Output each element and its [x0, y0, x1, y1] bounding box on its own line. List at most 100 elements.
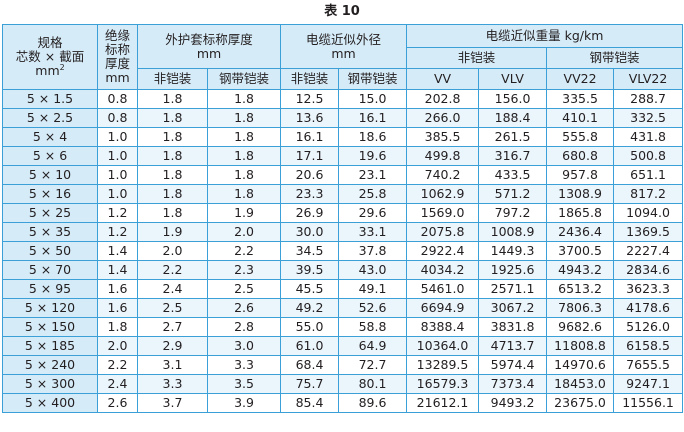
insulation-cell: 1.8 — [97, 317, 138, 337]
cable-spec-table: 规格 芯数 × 截面 mm2 绝缘 标称 厚度 mm 外护套标称厚度 mm 电缆… — [2, 24, 684, 413]
diameter-steel-tape-cell: 15.0 — [338, 89, 408, 109]
weight-vv22-cell: 2436.4 — [546, 222, 615, 242]
table-row: 5 × 4 1.0 1.8 1.8 16.1 18.6 385.5 261.5 555.8 431… — [2, 127, 684, 147]
table-row: 5 × 70 1.4 2.2 2.3 39.5 43.0 4034.2 1925.6 4943.… — [2, 260, 684, 280]
insulation-cell: 1.6 — [97, 279, 138, 299]
weight-vv-cell: 740.2 — [406, 165, 480, 185]
spec-cell: 5 × 95 — [2, 279, 98, 299]
diameter-non-armored-cell: 49.2 — [280, 298, 340, 318]
spec-header-line1: 规格 — [37, 35, 63, 50]
outer-diameter-header: 电缆近似外径 mm — [280, 24, 408, 69]
insulation-cell: 1.0 — [97, 165, 138, 185]
sheath-non-armored-cell: 1.8 — [137, 127, 208, 147]
sheath-steel-tape-cell: 1.8 — [206, 146, 282, 166]
weight-vlv-cell: 3067.2 — [478, 298, 548, 318]
sheath-non-armored-cell: 2.5 — [137, 298, 208, 318]
weight-vv22-cell: 555.8 — [546, 127, 615, 147]
weight-vlv-cell: 1925.6 — [478, 260, 548, 280]
diameter-steel-tape-cell: 64.9 — [338, 336, 408, 356]
diameter-non-armored-cell: 30.0 — [280, 222, 340, 242]
sheath-non-armored-cell: 3.7 — [137, 393, 208, 413]
weight-vlv22-cell: 4178.6 — [613, 298, 684, 318]
table-body: 5 × 1.5 0.8 1.8 1.8 12.5 15.0 202.8 156.0 335.5 2… — [2, 89, 684, 413]
diameter-steel-tape-cell: 29.6 — [338, 203, 408, 223]
sheath-steel-tape-cell: 2.0 — [206, 222, 282, 242]
insulation-cell: 2.4 — [97, 374, 138, 394]
sheath-steel-tape-cell: 1.8 — [206, 184, 282, 204]
table-row: 5 × 400 2.6 3.7 3.9 85.4 89.6 21612.1 9493.2 236… — [2, 393, 684, 413]
diameter-non-armored-cell: 68.4 — [280, 355, 340, 375]
sheath-steel-tape-header: 钢带铠装 — [206, 68, 282, 90]
diameter-non-armored-cell: 85.4 — [280, 393, 340, 413]
weight-vv22-cell: 4943.2 — [546, 260, 615, 280]
sheath-non-armored-cell: 1.8 — [137, 165, 208, 185]
weight-vv22-cell: 3700.5 — [546, 241, 615, 261]
weight-vlv22-cell: 9247.1 — [613, 374, 684, 394]
table-row: 5 × 25 1.2 1.8 1.9 26.9 29.6 1569.0 797.2 1865.8… — [2, 203, 684, 223]
diameter-non-armored-cell: 26.9 — [280, 203, 340, 223]
sheath-non-armored-cell: 3.1 — [137, 355, 208, 375]
weight-vv-cell: 1569.0 — [406, 203, 480, 223]
insulation-cell: 2.0 — [97, 336, 138, 356]
sheath-non-armored-cell: 3.3 — [137, 374, 208, 394]
table-row: 5 × 10 1.0 1.8 1.8 20.6 23.1 740.2 433.5 957.8 65… — [2, 165, 684, 185]
table-header: 规格 芯数 × 截面 mm2 绝缘 标称 厚度 mm 外护套标称厚度 mm 电缆… — [2, 24, 684, 90]
diameter-non-armored-cell: 13.6 — [280, 108, 340, 128]
spec-cell: 5 × 6 — [2, 146, 98, 166]
diameter-non-armored-cell: 17.1 — [280, 146, 340, 166]
sheath-steel-tape-cell: 1.8 — [206, 127, 282, 147]
sheath-non-armored-cell: 2.2 — [137, 260, 208, 280]
weight-vlv22-cell: 500.8 — [613, 146, 684, 166]
weight-vlv22-cell: 1094.0 — [613, 203, 684, 223]
insulation-cell: 1.2 — [97, 203, 138, 223]
table-caption: 表 10 — [324, 4, 360, 19]
table-row: 5 × 240 2.2 3.1 3.3 68.4 72.7 13289.5 5974.4 149… — [2, 355, 684, 375]
weight-vlv22-cell: 5126.0 — [613, 317, 684, 337]
weight-vlv-cell: 316.7 — [478, 146, 548, 166]
weight-vv22-cell: 7806.3 — [546, 298, 615, 318]
sheath-non-armored-cell: 1.8 — [137, 146, 208, 166]
spec-cell: 5 × 50 — [2, 241, 98, 261]
table-row: 5 × 1.5 0.8 1.8 1.8 12.5 15.0 202.8 156.0 335.5 2… — [2, 89, 684, 109]
weight-vv-cell: 1062.9 — [406, 184, 480, 204]
sheath-steel-tape-cell: 2.3 — [206, 260, 282, 280]
diameter-non-armored-cell: 16.1 — [280, 127, 340, 147]
weight-vv-cell: 2075.8 — [406, 222, 480, 242]
weight-vlv-cell: 797.2 — [478, 203, 548, 223]
weight-vlv-cell: 3831.8 — [478, 317, 548, 337]
weight-vlv-cell: 571.2 — [478, 184, 548, 204]
sheath-non-armored-cell: 1.8 — [137, 184, 208, 204]
spec-cell: 5 × 4 — [2, 127, 98, 147]
spec-header-line2: 芯数 × 截面 — [15, 49, 85, 64]
insulation-cell: 0.8 — [97, 108, 138, 128]
table-row: 5 × 150 1.8 2.7 2.8 55.0 58.8 8388.4 3831.8 9682… — [2, 317, 684, 337]
weight-non-armored-header: 非铠装 — [406, 47, 548, 69]
table-row: 5 × 50 1.4 2.0 2.2 34.5 37.8 2922.4 1449.3 3700.… — [2, 241, 684, 261]
table-row: 5 × 185 2.0 2.9 3.0 61.0 64.9 10364.0 4713.7 118… — [2, 336, 684, 356]
weight-vlv-cell: 261.5 — [478, 127, 548, 147]
sheath-steel-tape-cell: 2.8 — [206, 317, 282, 337]
weight-vlv-cell: 1449.3 — [478, 241, 548, 261]
weight-vv22-cell: 18453.0 — [546, 374, 615, 394]
weight-vv22-cell: 6513.2 — [546, 279, 615, 299]
insulation-cell: 2.2 — [97, 355, 138, 375]
sheath-steel-tape-cell: 1.8 — [206, 108, 282, 128]
sheath-steel-tape-cell: 1.9 — [206, 203, 282, 223]
diameter-non-armored-header: 非铠装 — [280, 68, 340, 90]
weight-vlv22-cell: 2227.4 — [613, 241, 684, 261]
sheath-steel-tape-cell: 2.5 — [206, 279, 282, 299]
insulation-cell: 0.8 — [97, 89, 138, 109]
diameter-non-armored-cell: 12.5 — [280, 89, 340, 109]
weight-vlv22-cell: 332.5 — [613, 108, 684, 128]
diameter-steel-tape-cell: 80.1 — [338, 374, 408, 394]
insulation-cell: 1.0 — [97, 146, 138, 166]
diameter-steel-tape-header: 钢带铠装 — [338, 68, 408, 90]
weight-vlv22-cell: 3623.3 — [613, 279, 684, 299]
weight-vv-cell: 13289.5 — [406, 355, 480, 375]
diameter-non-armored-cell: 34.5 — [280, 241, 340, 261]
spec-cell: 5 × 300 — [2, 374, 98, 394]
spec-cell: 5 × 35 — [2, 222, 98, 242]
vlv-header: VLV — [478, 68, 548, 90]
table-row: 5 × 2.5 0.8 1.8 1.8 13.6 16.1 266.0 188.4 410.1 3… — [2, 108, 684, 128]
diameter-non-armored-cell: 45.5 — [280, 279, 340, 299]
